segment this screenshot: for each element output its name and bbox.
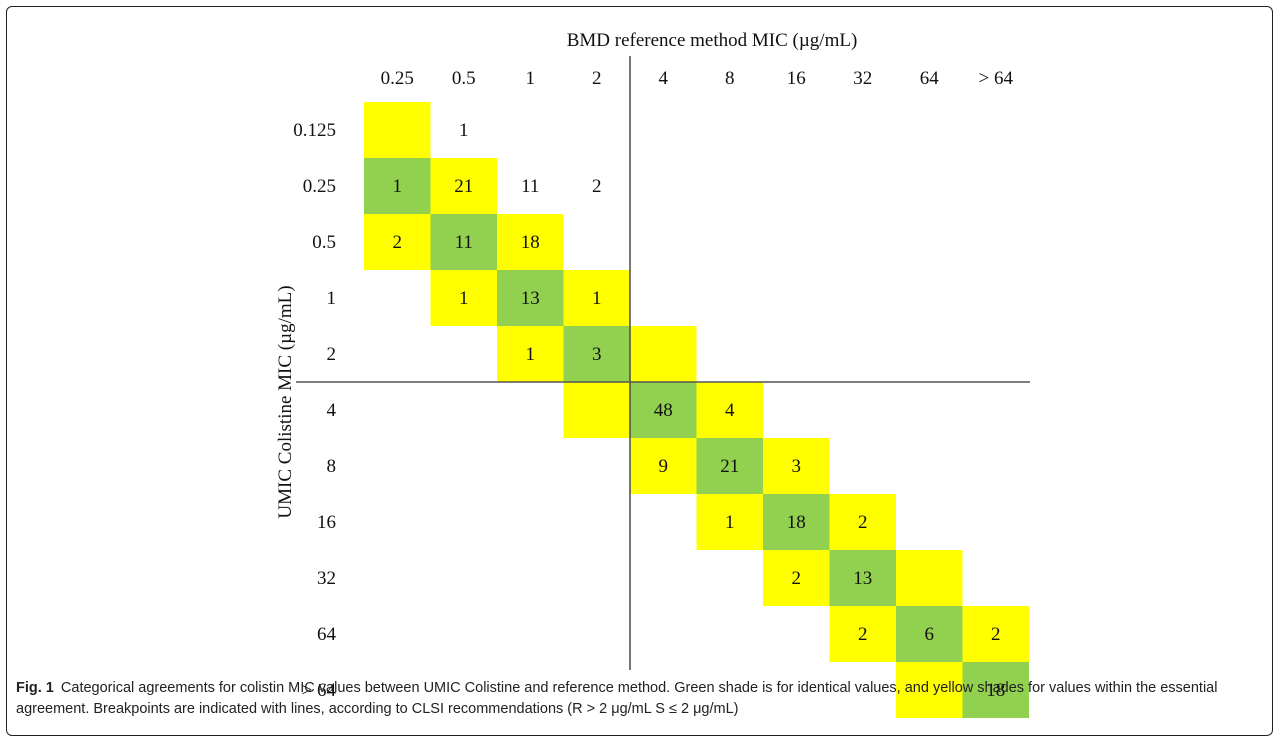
cell-4-4-shade: [630, 382, 697, 438]
cell-0-125-0-25-shade: [364, 102, 431, 158]
x-tick-label-2: 2: [592, 68, 602, 89]
y-tick-label-16: 16: [317, 512, 336, 533]
cell-2-1-shade: [497, 326, 564, 382]
cell-1-2-value: 1: [592, 288, 602, 309]
x-tick-label-64: > 64: [979, 68, 1014, 89]
cell-2-2-shade: [563, 326, 630, 382]
cell-0-25-1-value: 11: [521, 176, 539, 197]
x-tick-label-1: 1: [526, 68, 536, 89]
y-tick-label-8: 8: [327, 456, 337, 477]
caption-text: Categorical agreements for colistin MIC …: [16, 680, 1218, 717]
y-axis-title: UMIC Colistine MIC (µg/mL): [275, 285, 296, 518]
x-axis-title: BMD reference method MIC (µg/mL): [567, 30, 858, 51]
x-tick-label-0-25: 0.25: [381, 68, 414, 89]
cell-16-8-value: 1: [725, 512, 735, 533]
cell-0-5-1-shade: [497, 214, 564, 270]
y-tick-label-4: 4: [327, 400, 337, 421]
cell-4-8-value: 4: [725, 400, 735, 421]
x-tick-label-32: 32: [853, 68, 872, 89]
cell-0-5-0-25-value: 2: [393, 232, 403, 253]
cell-8-16-shade: [763, 438, 830, 494]
cell-0-25-0-5-shade: [430, 158, 497, 214]
heatmap-cells: [364, 102, 1029, 718]
cell-64-64-value: 18: [986, 680, 1005, 701]
cell-1-0-5-value: 1: [459, 288, 469, 309]
cell-0-5-0-5-value: 11: [455, 232, 473, 253]
y-tick-label-2: 2: [327, 344, 337, 365]
x-tick-label-64: 64: [920, 68, 940, 89]
cell-64-32-shade: [829, 606, 896, 662]
cell-16-16-shade: [763, 494, 830, 550]
cell-0-25-0-5-value: 21: [454, 176, 473, 197]
cell-0-5-0-5-shade: [430, 214, 497, 270]
cell-64-32-value: 2: [858, 624, 868, 645]
cell-8-8-shade: [696, 438, 763, 494]
cell-0-125-0-5-value: 1: [459, 120, 469, 141]
cell-1-0-5-shade: [430, 270, 497, 326]
heatmap-labels: 0.25 0.5 1 2 4 8 16 32 64 > 640.1250.250.51248163…: [293, 68, 1013, 701]
cell-1-1-value: 13: [521, 288, 540, 309]
cell-0-5-0-25-shade: [364, 214, 431, 270]
cell-16-8-shade: [696, 494, 763, 550]
cell-32-32-value: 13: [853, 568, 872, 589]
y-tick-label-1: 1: [327, 288, 337, 309]
cell-32-32-shade: [829, 550, 896, 606]
y-tick-label-64: > 64: [302, 680, 337, 701]
x-tick-label-16: 16: [787, 68, 806, 89]
cell-0-25-0-25-value: 1: [393, 176, 403, 197]
cell-8-4-shade: [630, 438, 697, 494]
cell-16-32-shade: [829, 494, 896, 550]
x-tick-label-8: 8: [725, 68, 735, 89]
cell-8-8-value: 21: [720, 456, 739, 477]
cell-4-8-shade: [696, 382, 763, 438]
caption-label: Fig. 1: [16, 680, 54, 696]
cell-64-64-shade: [962, 606, 1029, 662]
cell-32-16-value: 2: [792, 568, 802, 589]
cell-2-4-shade: [630, 326, 697, 382]
cell-2-1-value: 1: [526, 344, 536, 365]
cell-0-25-2-value: 2: [592, 176, 602, 197]
y-tick-label-32: 32: [317, 568, 336, 589]
cell-64-64-shade: [896, 606, 963, 662]
figure-frame: [6, 6, 1273, 736]
cell-2-2-value: 3: [592, 344, 602, 365]
figure-caption: Fig. 1 Categorical agreements for colist…: [16, 678, 1266, 720]
cell-64-64-value: 2: [991, 624, 1001, 645]
cell-0-5-1-value: 18: [521, 232, 540, 253]
cell-16-16-value: 18: [787, 512, 806, 533]
cell-16-32-value: 2: [858, 512, 868, 533]
cell-64-64-value: 6: [925, 624, 935, 645]
cell-4-4-value: 48: [654, 400, 673, 421]
cell-64-64-shade: [896, 662, 963, 718]
y-tick-label-0-5: 0.5: [312, 232, 336, 253]
cell-1-1-shade: [497, 270, 564, 326]
x-tick-label-4: 4: [659, 68, 669, 89]
cell-8-4-value: 9: [659, 456, 669, 477]
cell-8-16-value: 3: [792, 456, 802, 477]
y-tick-label-0-125: 0.125: [293, 120, 336, 141]
cell-32-64-shade: [896, 550, 963, 606]
y-tick-label-0-25: 0.25: [303, 176, 336, 197]
cell-32-16-shade: [763, 550, 830, 606]
cell-4-2-shade: [563, 382, 630, 438]
cell-1-2-shade: [563, 270, 630, 326]
cell-64-64-shade: [962, 662, 1029, 718]
y-tick-label-64: 64: [317, 624, 337, 645]
x-tick-label-0-5: 0.5: [452, 68, 476, 89]
cell-0-25-0-25-shade: [364, 158, 431, 214]
breakpoint-lines: [296, 56, 1030, 670]
